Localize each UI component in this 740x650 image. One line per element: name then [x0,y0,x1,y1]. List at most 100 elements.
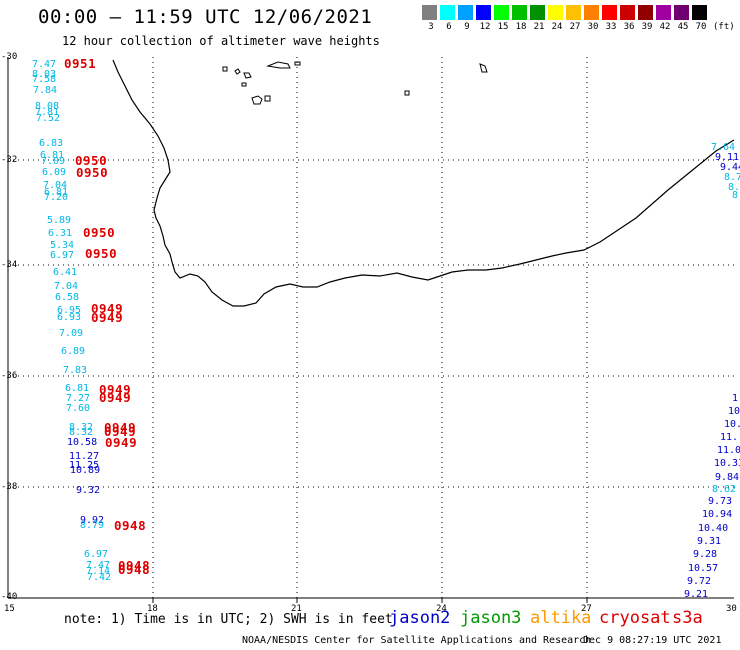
swh-value: 6.83 [39,138,64,149]
legend-label: 6 [446,22,452,32]
swh-value: 7.64 [711,142,736,153]
axis-ticks [7,57,734,603]
legend-s3a: s3a [672,608,703,628]
time-label: 0949 [104,420,137,435]
swh-value: 7.04 [43,180,68,191]
swh-value: 11.0 [717,445,740,456]
swh-value: 8.79 [80,520,105,531]
swh-value: 9.11 [715,152,740,163]
swh-value: 10.40 [698,523,729,534]
swh-value: 9.44 [720,162,740,173]
swh-value: 9.92 [80,515,105,526]
swh-value: 7.42 [87,572,112,583]
swh-value: 7.81 [35,107,60,118]
lon-tick-label: 18 [147,604,158,614]
legend-label: 42 [659,22,671,32]
swh-value: 6.95 [57,305,82,316]
time-label: 0949 [105,435,138,450]
swh-value: 9.72 [687,576,712,587]
swh-value: 7.47 [86,560,111,571]
swh-value: 7.52 [36,113,61,124]
swh-value: 11.27 [69,451,100,462]
time-label: 0949 [99,382,132,397]
legend-swatch-6 [530,5,545,20]
swh-value: 7.27 [66,393,91,404]
legend-label: 70 [695,22,707,32]
swh-value: 10.57 [688,563,719,574]
swh-value: 9.84 [715,472,740,483]
lat-tick-label: -36 [1,371,18,381]
legend-swatch-12 [638,5,653,20]
time-label: 0951 [64,56,97,71]
note-text: note: 1) Time is in UTC; 2) SWH is in fe… [64,612,393,627]
swh-value: 6.81 [44,187,69,198]
legend-swatch-10 [602,5,617,20]
swh-value: 6.31 [48,228,73,239]
lat-tick-label: -30 [1,52,18,62]
swh-value: 7.14 [86,566,111,577]
swh-value: 11. [720,432,739,443]
swh-value: 10 [728,406,740,417]
swh-value: 8 [732,190,739,201]
credit-text: NOAA/NESDIS Center for Satellite Applica… [242,635,592,646]
legend-label: 9 [464,22,470,32]
legend-swatch-0 [422,5,437,20]
lon-tick-label: 24 [436,604,447,614]
legend-label: 15 [497,22,509,32]
swh-value: 8.7 [724,172,740,183]
swh-value: 1 [732,393,739,404]
time-label: 0948 [114,518,147,533]
legend-swatch-11 [620,5,635,20]
swh-value: 8. [728,182,740,193]
legend-altika: altika [530,608,592,628]
lon-tick-label: 21 [291,604,302,614]
swh-value: 6.81 [65,383,90,394]
swh-value: 9.32 [76,485,101,496]
legend-swatch-5 [512,5,527,20]
legend-label: 12 [479,22,491,32]
lat-tick-label: -32 [1,155,18,165]
swh-value: 7.60 [66,403,91,414]
legend-swatch-15 [692,5,707,20]
swh-value: 8.32 [69,427,94,438]
swh-value: 5.34 [50,240,75,251]
legend-jason2: jason2 [389,608,451,628]
swh-value: 7.84 [33,85,58,96]
lon-tick-label: 27 [581,604,592,614]
swh-value: 7.83 [63,365,88,376]
time-label: 0950 [85,246,118,261]
time-label: 0950 [75,153,108,168]
swh-value: 7.09 [41,156,66,167]
legend-label: 33 [605,22,617,32]
time-label: 0949 [104,424,137,439]
swh-value: 10.33 [714,458,740,469]
swh-value: 6.97 [50,250,75,261]
legend-swatch-3 [476,5,491,20]
time-label: 0950 [83,225,116,240]
time-label: 0949 [99,390,132,405]
legend-swatch-1 [440,5,455,20]
legend-jason3: jason3 [460,608,522,628]
legend-cryosat: cryosat [599,608,671,628]
swh-value: 6.81 [40,150,65,161]
swh-value: 8.32 [69,422,94,433]
swh-value: 6.97 [84,549,109,560]
legend-swatch-14 [674,5,689,20]
swh-value: 7.47 [32,59,57,70]
legend-swatch-7 [548,5,563,20]
legend-label: 36 [623,22,635,32]
legend-label: 18 [515,22,527,32]
grid-lines [8,57,734,598]
swh-value: 10.58 [67,437,98,448]
swh-value: 6.58 [55,292,80,303]
time-label: 0948 [118,562,151,577]
swh-value: 9.73 [708,496,733,507]
swh-value: 7.20 [44,192,69,203]
swh-value: 8.03 [32,69,57,80]
swh-value: 10.94 [702,509,733,520]
swh-value: 8.62 [712,484,737,495]
lat-tick-label: -34 [1,260,18,270]
lon-tick-label: 15 [4,604,15,614]
swh-value: 9.31 [697,536,722,547]
